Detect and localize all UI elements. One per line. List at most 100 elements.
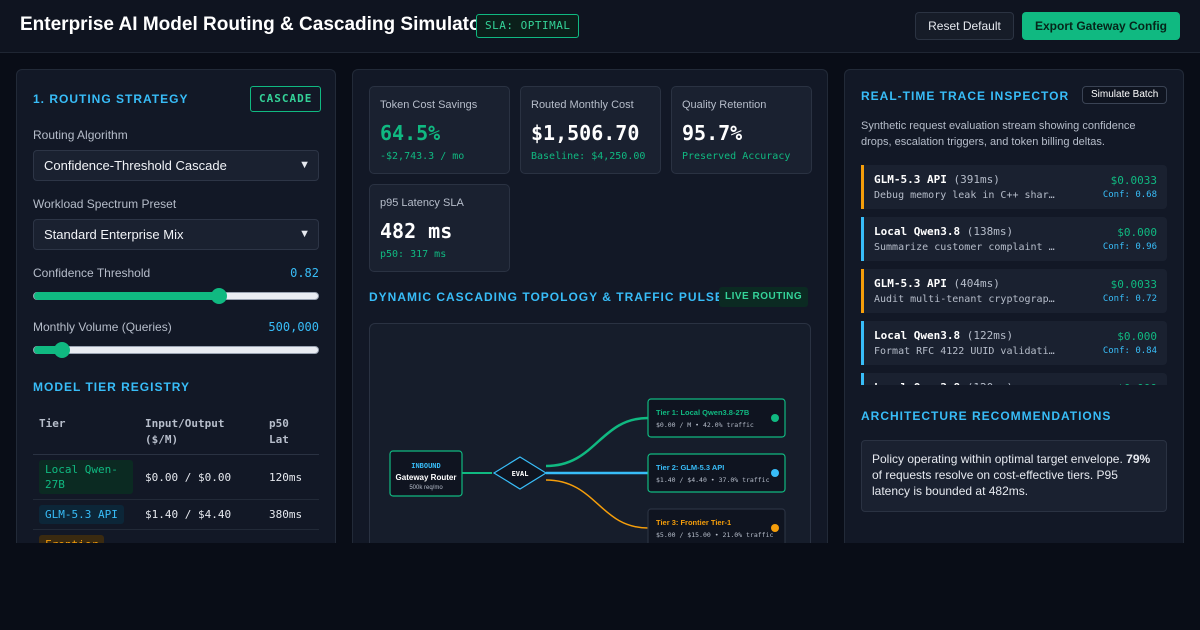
kpi-label: Quality Retention [682,99,767,111]
price-cell [139,529,263,543]
kpi-card: Quality Retention 95.7% Preserved Accuracy [671,86,812,174]
kpi-value: $1,506.70 [531,121,640,145]
trace-item[interactable]: Local Qwen3.8 (120ms) $0.000 [861,373,1167,385]
table-row: Local Qwen-27B $0.00 / $0.00 120ms [33,454,319,500]
confidence-threshold-value: 0.82 [290,266,319,280]
tier-cell: Local Qwen-27B [33,454,139,500]
workload-preset-label: Workload Spectrum Preset [33,197,177,211]
sla-status-badge: SLA: OPTIMAL [476,14,580,38]
live-routing-badge: LIVE ROUTING [719,287,809,307]
trace-model: Local Qwen3.8 (120ms) [874,381,1013,385]
trace-item[interactable]: GLM-5.3 API (404ms) Audit multi-tenant cr… [861,269,1167,313]
trace-inspector-panel: REAL-TIME TRACE INSPECTOR Simulate Batch… [844,69,1184,543]
trace-confidence: Conf: 0.96 [1102,242,1157,252]
tier2-pulse-dot [771,469,779,477]
workload-preset-value: Standard Enterprise Mix [44,227,184,242]
confidence-threshold-label: Confidence Threshold [33,266,151,280]
trace-inspector-title: REAL-TIME TRACE INSPECTOR [861,89,1070,103]
slider-thumb[interactable] [54,342,71,358]
routing-algorithm-select[interactable]: Confidence-Threshold Cascade ▼ [33,150,319,181]
trace-inspector-description: Synthetic request evaluation stream show… [861,120,1136,148]
trace-model: GLM-5.3 API (391ms) [874,173,1000,186]
latency-cell: 120ms [263,454,319,500]
trace-description: Audit multi-tenant cryptographic key rot… [874,294,1059,305]
kpi-subtext: p50: 317 ms [380,249,447,260]
topology-title: DYNAMIC CASCADING TOPOLOGY & TRAFFIC PUL… [369,290,724,304]
metrics-topology-panel: Token Cost Savings 64.5% -$2,743.3 / mo Rou… [352,69,828,543]
tier3-name: Tier 3: Frontier Tier-1 [656,518,731,527]
trace-item[interactable]: GLM-5.3 API (391ms) Debug memory leak in … [861,165,1167,209]
model-tier-registry-title: MODEL TIER REGISTRY [33,380,191,394]
latency-cell: 380ms [263,499,319,530]
kpi-card: Routed Monthly Cost $1,506.70 Baseline: $4… [520,86,661,174]
trace-latency: (122ms) [966,329,1014,342]
reset-default-button[interactable]: Reset Default [915,12,1014,40]
kpi-label: Token Cost Savings [380,99,478,111]
chevron-down-icon: ▼ [299,228,310,240]
gateway-router-volume: 500k req/mo [409,485,443,491]
column-header-latency: p50 Lat [263,410,319,455]
tier1-node[interactable] [647,398,786,438]
trace-cost: $0.000 [1117,330,1157,343]
trace-cost: $0.000 [1117,226,1157,239]
tier1-pulse-dot [771,414,779,422]
monthly-volume-label: Monthly Volume (Queries) [33,320,172,334]
kpi-label: Routed Monthly Cost [531,99,634,111]
slider-fill [34,346,63,354]
trace-latency: (120ms) [967,381,1013,385]
trace-model: Local Qwen3.8 (122ms) [874,329,1014,342]
trace-latency: (138ms) [966,225,1014,238]
chevron-down-icon: ▼ [299,159,310,171]
strategy-mode-badge: CASCADE [250,86,322,112]
tier-tag: Local Qwen-27B [39,460,133,494]
tier2-node[interactable] [647,453,786,493]
tier-tag: GLM-5.3 API [39,505,124,524]
recommendation-percent: 79% [1126,452,1151,466]
tier2-detail: $1.40 / $4.40 • 37.0% traffic [656,476,770,484]
simulate-batch-button[interactable]: Simulate Batch [1082,86,1168,104]
table-header-row: Tier Input/Output ($/M) p50 Lat [33,410,319,455]
inbound-label: INBOUND [411,462,441,470]
trace-model: GLM-5.3 API (404ms) [874,277,1000,290]
trace-list[interactable]: GLM-5.3 API (391ms) Debug memory leak in … [861,165,1167,385]
topology-diagram: INBOUND Gateway Router 500k req/mo EVAL … [369,323,811,543]
table-row: GLM-5.3 API $1.40 / $4.40 380ms [33,499,319,530]
kpi-card: Token Cost Savings 64.5% -$2,743.3 / mo [369,86,510,174]
eval-node[interactable] [492,456,548,490]
tier3-detail: $5.00 / $15.00 • 21.0% traffic [656,531,773,539]
tier1-detail: $0.00 / M • 42.0% traffic [656,421,754,429]
monthly-volume-value: 500,000 [268,320,319,334]
price-cell: $0.00 / $0.00 [139,454,263,500]
architecture-recommendation-box: Policy operating within optimal target e… [861,440,1167,512]
tier-tag: Frontier [39,535,104,543]
recommendation-text-start: Policy operating within optimal target e… [872,452,1127,466]
topology-svg: INBOUND Gateway Router 500k req/mo EVAL … [389,398,786,543]
kpi-subtext: Preserved Accuracy [682,151,791,162]
trace-model: Local Qwen3.8 (138ms) [874,225,1014,238]
confidence-threshold-slider[interactable] [33,288,319,304]
slider-thumb[interactable] [210,288,227,304]
tier-cell: Frontier [33,529,139,543]
routing-strategy-title: 1. ROUTING STRATEGY [33,92,189,106]
routing-algorithm-value: Confidence-Threshold Cascade [44,158,227,173]
trace-description: Summarize customer complaint ticket thre… [874,242,1059,253]
tier3-node[interactable] [647,508,786,543]
gateway-router-label: Gateway Router [396,473,457,482]
trace-item[interactable]: Local Qwen3.8 (122ms) Format RFC 4122 UUI… [861,321,1167,365]
monthly-volume-slider[interactable] [33,342,319,358]
export-gateway-config-button[interactable]: Export Gateway Config [1022,12,1180,40]
app-header: Enterprise AI Model Routing & Cascading … [0,0,1200,53]
kpi-value: 482 ms [380,219,453,243]
gateway-router-node[interactable] [389,450,463,497]
kpi-value: 64.5% [380,121,441,145]
workload-preset-select[interactable]: Standard Enterprise Mix ▼ [33,219,319,250]
trace-item[interactable]: Local Qwen3.8 (138ms) Summarize customer … [861,217,1167,261]
trace-latency: (391ms) [953,173,1000,186]
trace-cost: $0.000 [1117,382,1157,385]
trace-cost: $0.0033 [1110,174,1157,187]
column-header-tier: Tier [33,410,139,455]
routing-algorithm-label: Routing Algorithm [33,128,128,142]
app-title: Enterprise AI Model Routing & Cascading … [20,14,489,35]
trace-description: Debug memory leak in C++ shared pointer … [874,190,1059,201]
kpi-value: 95.7% [682,121,743,145]
